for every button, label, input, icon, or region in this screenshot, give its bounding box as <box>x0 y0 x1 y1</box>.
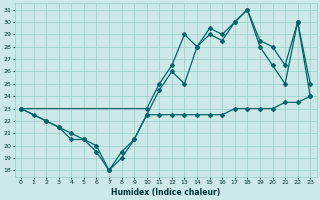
X-axis label: Humidex (Indice chaleur): Humidex (Indice chaleur) <box>111 188 220 197</box>
